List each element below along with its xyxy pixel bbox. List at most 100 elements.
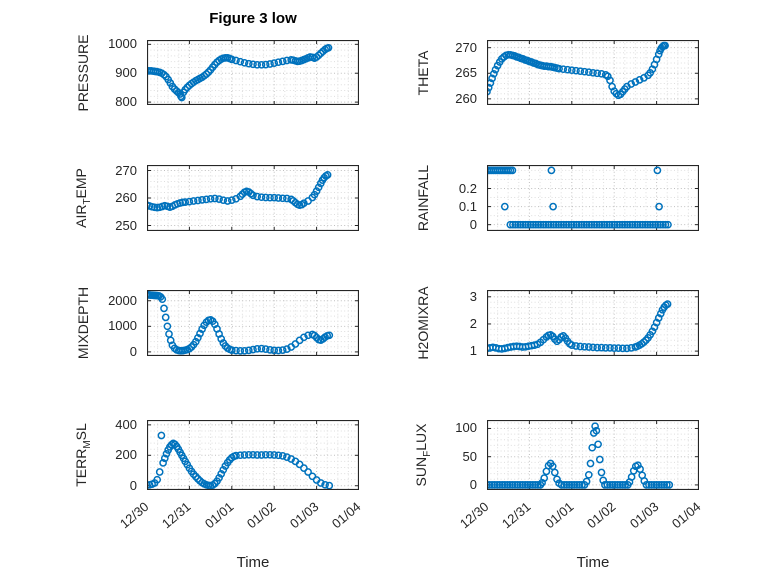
data-point-marker <box>664 220 672 229</box>
data-point-marker <box>274 451 283 460</box>
data-point-marker <box>580 67 589 76</box>
data-point-marker <box>633 220 642 229</box>
data-point-marker <box>557 220 566 229</box>
ylabel-pressure: PRESSURE <box>75 34 91 111</box>
data-point-marker <box>605 220 614 229</box>
h2omixra-plot-area <box>483 289 700 357</box>
data-point-marker <box>521 220 530 229</box>
data-point-marker <box>564 220 573 229</box>
ylabel-theta: THETA <box>415 50 431 95</box>
data-point-marker <box>598 220 606 229</box>
data-point-marker <box>600 220 609 229</box>
data-point-marker <box>283 345 291 353</box>
data-point-marker <box>325 481 334 490</box>
data-point-marker <box>585 220 594 229</box>
data-point-marker <box>559 220 568 229</box>
data-point-marker <box>659 220 667 229</box>
y-tick-label: 1000 <box>108 36 137 52</box>
y-tick-label: 250 <box>115 217 137 233</box>
data-point-marker <box>509 220 517 229</box>
data-point-marker <box>570 481 579 489</box>
data-point-marker <box>529 220 538 229</box>
data-point-marker <box>325 331 334 340</box>
data-point-marker <box>567 481 576 489</box>
data-point-marker <box>614 344 623 352</box>
data-point-marker <box>572 66 580 75</box>
data-point-marker <box>249 191 257 200</box>
data-point-marker <box>257 451 266 459</box>
data-point-marker <box>518 481 527 489</box>
data-point-marker <box>506 220 515 229</box>
data-point-marker <box>202 195 211 204</box>
data-point-marker <box>599 476 608 485</box>
data-point-marker <box>240 58 249 67</box>
data-point-marker <box>155 468 164 476</box>
ylabel-text: EMP <box>73 168 90 199</box>
x-axis-label-right: Time <box>576 554 610 571</box>
ylabel-text: H2OMIXRA <box>415 286 431 360</box>
data-point-marker <box>198 196 206 204</box>
data-point-marker <box>628 220 637 229</box>
data-point-marker <box>266 450 274 459</box>
data-point-marker <box>244 450 253 459</box>
y-tick-label: 1000 <box>108 318 137 334</box>
data-point-marker <box>611 481 619 489</box>
rainfall-plot-area <box>483 164 700 232</box>
scatter-points <box>483 300 672 353</box>
data-point-marker <box>570 220 578 229</box>
data-point-marker <box>162 449 171 458</box>
data-point-marker <box>183 83 192 92</box>
axes-border <box>486 289 700 357</box>
data-point-marker <box>253 344 262 353</box>
data-point-marker <box>584 470 593 479</box>
figure-title: Figure 3 low <box>209 10 297 27</box>
ylabel-airtemp: AIRTEMP <box>73 168 93 228</box>
data-point-marker <box>562 481 571 489</box>
data-point-marker <box>616 481 624 489</box>
data-point-marker <box>157 431 166 440</box>
data-point-marker <box>584 343 593 351</box>
data-point-marker <box>550 335 559 344</box>
data-point-marker <box>640 477 649 485</box>
data-point-marker <box>253 60 262 69</box>
data-point-marker <box>597 69 606 78</box>
y-tick-label: 800 <box>115 94 137 110</box>
data-point-marker <box>163 322 172 331</box>
data-point-marker <box>194 475 202 483</box>
data-point-marker <box>591 422 599 431</box>
data-point-marker <box>626 220 634 229</box>
ylabel-subscript: F <box>421 450 433 457</box>
data-point-marker <box>498 481 507 489</box>
y-tick-label: 0.2 <box>458 180 477 196</box>
data-point-marker <box>559 65 568 74</box>
data-point-marker <box>586 459 595 468</box>
data-point-marker <box>488 74 496 83</box>
data-point-marker <box>488 481 496 489</box>
data-point-marker <box>580 220 588 229</box>
data-point-marker <box>627 80 636 88</box>
scatter-points <box>143 171 332 212</box>
data-point-marker <box>623 220 632 229</box>
data-point-marker <box>189 197 198 205</box>
data-point-marker <box>215 195 223 203</box>
data-point-marker <box>593 343 602 352</box>
data-point-marker <box>153 475 162 484</box>
data-point-marker <box>266 193 274 202</box>
data-point-marker <box>618 481 627 489</box>
data-point-marker <box>603 481 612 489</box>
data-point-marker <box>610 344 619 352</box>
data-point-marker <box>232 451 240 460</box>
data-point-marker <box>650 481 658 489</box>
ylabel-subscript: M <box>81 440 93 449</box>
data-point-marker <box>249 450 257 459</box>
data-point-marker <box>544 220 553 229</box>
data-point-marker <box>160 454 169 463</box>
data-point-marker <box>594 440 602 449</box>
data-point-marker <box>219 465 228 474</box>
data-point-marker <box>638 220 647 229</box>
data-point-marker <box>321 480 329 489</box>
subplot-mixdepth <box>143 289 360 357</box>
data-point-marker <box>185 197 194 206</box>
data-point-marker <box>223 197 232 205</box>
